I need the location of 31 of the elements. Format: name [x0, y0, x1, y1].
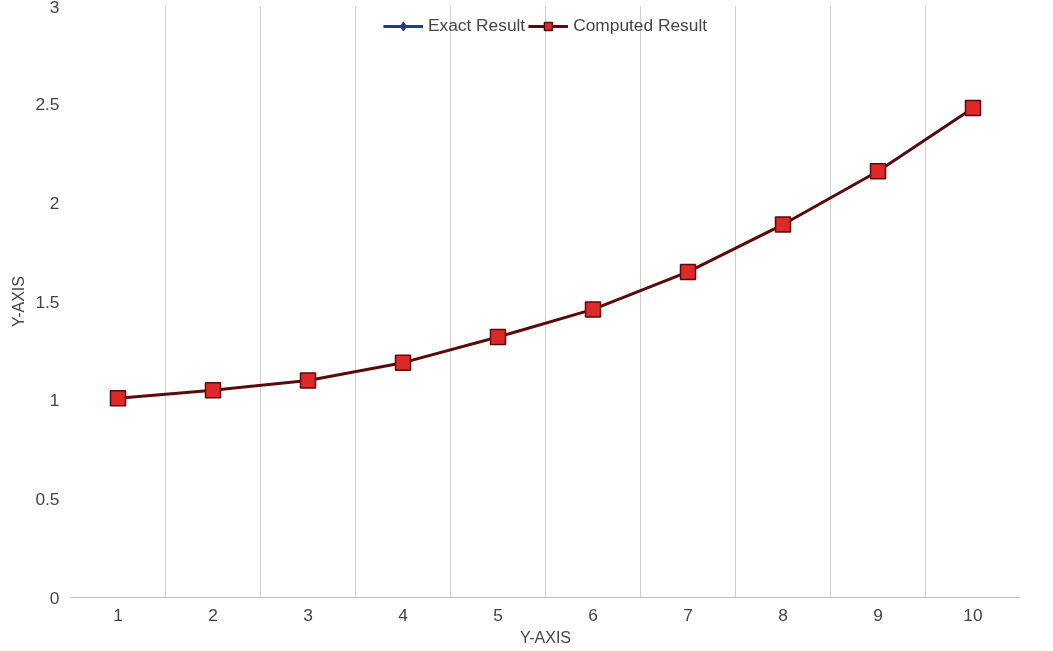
y-tick-label: 1 [49, 390, 60, 411]
y-tick-label: 1.5 [35, 291, 60, 312]
x-tick-label: 6 [588, 604, 598, 625]
x-tick-label: 2 [208, 604, 218, 625]
y-tick-label: 2.5 [35, 94, 60, 115]
point [869, 163, 887, 180]
y-tick-label: 3 [49, 0, 60, 17]
y-tick-label: 0.5 [35, 488, 60, 509]
x-tick-label: 3 [303, 604, 313, 625]
x-tick-label: 7 [683, 604, 693, 625]
x-tick-label: 5 [493, 604, 503, 625]
y-axis-title: Y-AXIS [10, 276, 28, 327]
x-tick-label: 8 [778, 604, 788, 625]
legend-label: Exact Result [427, 15, 526, 36]
x-tick-label: 10 [963, 604, 983, 625]
x-tick-label: 4 [398, 604, 409, 625]
x-tick-label: 9 [873, 604, 883, 625]
point [109, 389, 127, 407]
point [394, 354, 412, 371]
y-tick-label: 0 [49, 587, 60, 608]
legend-label: Computed Result [573, 15, 708, 36]
x-axis-title: Y-AXIS [520, 628, 571, 646]
y-tick-label: 2 [49, 192, 60, 213]
point [299, 372, 317, 389]
point [679, 263, 697, 281]
point [204, 382, 222, 399]
point [964, 99, 982, 117]
point [489, 328, 507, 346]
point [774, 216, 792, 233]
point [584, 301, 602, 318]
x-tick-label: 1 [113, 604, 123, 625]
